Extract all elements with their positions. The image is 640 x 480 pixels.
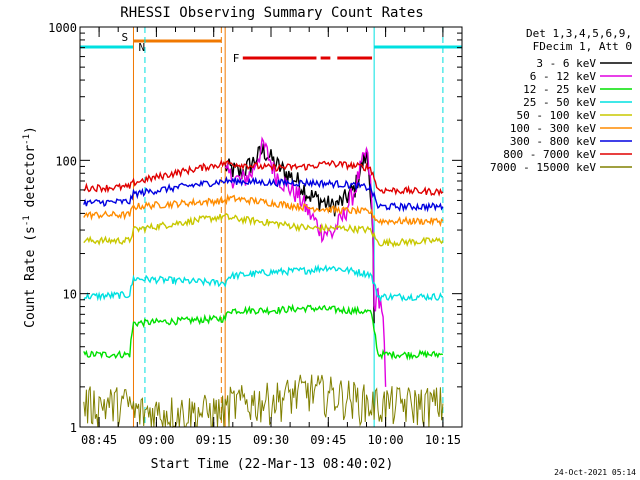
timestamp: 24-Oct-2021 05:14 bbox=[554, 468, 636, 477]
series-line-4 bbox=[83, 263, 444, 303]
event-markers-layer bbox=[132, 27, 444, 427]
series-line-9 bbox=[83, 374, 444, 428]
y-tick-label: 1 bbox=[70, 421, 77, 435]
y-tick-label: 1000 bbox=[48, 21, 77, 35]
x-tick-label: 09:30 bbox=[253, 433, 289, 447]
y-axis-label: Count Rate (s-1 detector-1) bbox=[22, 126, 38, 328]
x-axis: 08:45 09:00 09:15 09:30 09:45 10:00 10:15 bbox=[79, 27, 463, 447]
chart-title: RHESSI Observing Summary Count Rates bbox=[120, 5, 423, 21]
series-line-3 bbox=[83, 303, 444, 361]
y-tick-label: 10 bbox=[63, 288, 77, 302]
legend-label: 12 - 25 keV bbox=[523, 83, 596, 96]
flag-label-f: F bbox=[233, 52, 240, 65]
flag-label-n: N bbox=[138, 41, 145, 54]
x-axis-label: Start Time (22-Mar-13 08:40:02) bbox=[151, 457, 394, 472]
x-tick-label: 10:15 bbox=[425, 433, 461, 447]
x-tick-label: 10:00 bbox=[368, 433, 404, 447]
legend-label: 100 - 300 keV bbox=[510, 122, 596, 135]
series-line-7 bbox=[83, 175, 444, 213]
legend-label: 25 - 50 keV bbox=[523, 96, 596, 109]
x-tick-label: 09:15 bbox=[196, 433, 232, 447]
legend-label: 800 - 7000 keV bbox=[503, 148, 596, 161]
x-tick-label: 09:00 bbox=[138, 433, 174, 447]
series-line-5 bbox=[83, 213, 444, 248]
legend-header-line-2: FDecim 1, Att 0 bbox=[533, 40, 632, 53]
legend-label: 6 - 12 keV bbox=[530, 70, 597, 83]
flags-layer: SN F bbox=[80, 31, 462, 65]
flag-label-s: S bbox=[121, 31, 128, 44]
series-line-6 bbox=[83, 193, 444, 228]
y-axis: 1 10 100 1000 bbox=[48, 21, 462, 435]
legend-header-line-1: Det 1,3,4,5,6,9, bbox=[526, 27, 632, 40]
series-line-1 bbox=[224, 143, 375, 324]
legend-label: 300 - 800 keV bbox=[510, 135, 596, 148]
legend-label: 50 - 100 keV bbox=[517, 109, 597, 122]
legend-label: 3 - 6 keV bbox=[536, 57, 596, 70]
series-line-8 bbox=[83, 159, 444, 197]
x-tick-label: 09:45 bbox=[310, 433, 346, 447]
series-layer bbox=[83, 136, 444, 428]
plot-frame bbox=[79, 26, 463, 428]
legend-label: 7000 - 15000 keV bbox=[490, 161, 596, 174]
y-tick-label: 100 bbox=[55, 154, 77, 168]
x-tick-label: 08:45 bbox=[81, 433, 117, 447]
series-line-2 bbox=[224, 136, 387, 387]
